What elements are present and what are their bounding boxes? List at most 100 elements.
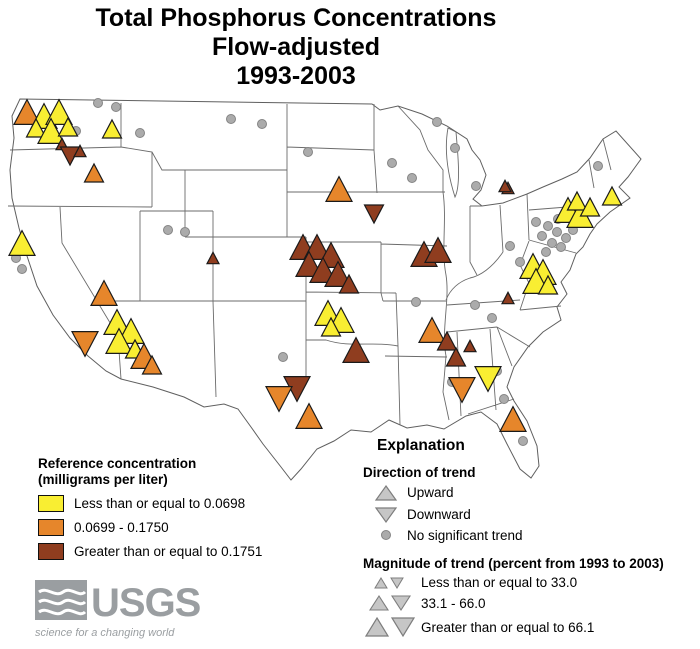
trend-marker-up-mid bbox=[499, 405, 527, 432]
low-label: Less than or equal to 0.0698 bbox=[74, 496, 246, 511]
trend-marker-up-mid bbox=[418, 316, 446, 343]
trend-marker-down-mid bbox=[448, 377, 476, 404]
no-trend-marker bbox=[531, 217, 541, 227]
high-label: Greater than or equal to 0.1751 bbox=[74, 544, 263, 559]
direction-item-downward: Downward bbox=[363, 505, 698, 524]
no-trend-marker bbox=[470, 300, 480, 310]
trend-marker-down-mid bbox=[71, 331, 99, 358]
trend-marker-up-mid bbox=[325, 175, 353, 202]
no-trend-marker bbox=[278, 352, 288, 362]
trend-marker-up-low bbox=[37, 117, 65, 144]
title-line-3: 1993-2003 bbox=[236, 62, 356, 90]
no-trend-marker bbox=[518, 436, 528, 446]
no-trend-marker bbox=[471, 181, 481, 191]
trend-marker-up-mid bbox=[83, 162, 105, 183]
magnitude-item-medium: 33.1 - 66.0 bbox=[363, 594, 698, 612]
no-trend-marker bbox=[547, 238, 557, 248]
trend-marker-up-high bbox=[463, 339, 477, 353]
large-triangle-pair-icon bbox=[365, 616, 417, 638]
legend-item-high: Greater than or equal to 0.1751 bbox=[38, 543, 262, 560]
trend-marker-up-low bbox=[537, 274, 559, 295]
no-trend-marker bbox=[556, 242, 566, 252]
usgs-wave-icon bbox=[35, 580, 87, 625]
trend-marker-up-low bbox=[579, 196, 601, 217]
trend-marker-up-high bbox=[206, 251, 220, 265]
trend-marker-up-high bbox=[436, 330, 458, 351]
no-trend-marker bbox=[543, 221, 553, 231]
trend-marker-up-low bbox=[101, 118, 123, 139]
trend-marker-up-low bbox=[57, 116, 79, 137]
trend-marker-up-high bbox=[498, 179, 512, 193]
no-trend-marker bbox=[505, 241, 515, 251]
explanation-legend: Explanation Direction of trend Upward Do… bbox=[363, 437, 698, 638]
no-trend-marker bbox=[432, 117, 442, 127]
map-title: Total Phosphorus Concentrations Flow-adj… bbox=[0, 4, 592, 91]
trend-marker-up-high bbox=[342, 336, 370, 363]
no-trend-marker bbox=[257, 119, 267, 129]
no-trend-marker bbox=[537, 231, 547, 241]
trend-marker-down-mid bbox=[265, 386, 293, 413]
trend-marker-up-high bbox=[295, 250, 323, 277]
trend-marker-up-high bbox=[303, 233, 331, 260]
triangle-up-icon bbox=[371, 483, 401, 502]
trend-marker-up-high bbox=[73, 144, 87, 158]
trend-marker-up-mid bbox=[141, 354, 163, 375]
direction-item-nosig: No significant trend bbox=[363, 527, 698, 543]
direction-heading: Direction of trend bbox=[363, 465, 476, 480]
mid-label: 0.0699 - 0.1750 bbox=[74, 520, 169, 535]
usgs-wordmark: USGS bbox=[91, 580, 201, 625]
reference-legend-heading: Reference concentration (milligrams per … bbox=[38, 456, 197, 487]
title-line-2: Flow-adjusted bbox=[211, 33, 381, 61]
no-trend-marker bbox=[552, 227, 562, 237]
no-trend-marker bbox=[111, 102, 121, 112]
us-outline bbox=[9, 98, 642, 481]
trend-marker-up-low bbox=[8, 229, 36, 256]
trend-marker-up-high bbox=[501, 291, 515, 305]
legend-item-low: Less than or equal to 0.0698 bbox=[38, 495, 262, 512]
reference-concentration-legend: Reference concentration (milligrams per … bbox=[38, 456, 262, 560]
no-trend-marker bbox=[93, 98, 103, 108]
trend-marker-up-low bbox=[45, 98, 73, 125]
no-trend-marker bbox=[180, 227, 190, 237]
no-trend-marker bbox=[450, 143, 460, 153]
no-trend-marker bbox=[303, 147, 313, 157]
legend-item-mid: 0.0699 - 0.1750 bbox=[38, 519, 262, 536]
trend-marker-up-mid bbox=[13, 98, 41, 125]
trend-marker-up-low bbox=[320, 316, 342, 337]
trend-marker-up-low bbox=[117, 317, 145, 344]
no-trend-marker bbox=[135, 128, 145, 138]
no-trend-marker bbox=[17, 264, 27, 274]
trend-marker-up-high bbox=[445, 346, 467, 367]
no-trend-marker bbox=[411, 297, 421, 307]
trend-marker-up-low bbox=[601, 185, 623, 206]
no-trend-marker bbox=[515, 257, 525, 267]
low-color-swatch bbox=[38, 495, 64, 512]
triangle-down-icon bbox=[371, 505, 401, 524]
trend-marker-up-low bbox=[566, 190, 588, 211]
explanation-heading: Explanation bbox=[377, 437, 465, 454]
mid-color-swatch bbox=[38, 519, 64, 536]
no-trend-circle-icon bbox=[371, 527, 401, 543]
trend-marker-up-low bbox=[105, 327, 133, 354]
magnitude-item-small: Less than or equal to 33.0 bbox=[363, 575, 698, 590]
magnitude-heading: Magnitude of trend (percent from 1993 to… bbox=[363, 556, 664, 571]
medium-triangle-pair-icon bbox=[365, 594, 417, 612]
no-trend-marker bbox=[163, 225, 173, 235]
no-trend-marker bbox=[226, 114, 236, 124]
trend-marker-up-high bbox=[309, 256, 337, 283]
high-color-swatch bbox=[38, 543, 64, 560]
trend-marker-down-high bbox=[363, 204, 385, 225]
trend-marker-up-high bbox=[424, 236, 452, 263]
trend-marker-layer bbox=[8, 98, 623, 446]
no-trend-marker bbox=[593, 161, 603, 171]
no-trend-marker bbox=[499, 394, 509, 404]
trend-marker-down-low bbox=[474, 366, 502, 393]
small-triangle-pair-icon bbox=[365, 576, 417, 590]
magnitude-item-large: Greater than or equal to 66.1 bbox=[363, 616, 698, 638]
trend-marker-up-low bbox=[25, 117, 47, 138]
direction-item-upward: Upward bbox=[363, 483, 698, 502]
trend-marker-up-high bbox=[324, 260, 352, 287]
no-trend-marker bbox=[561, 233, 571, 243]
